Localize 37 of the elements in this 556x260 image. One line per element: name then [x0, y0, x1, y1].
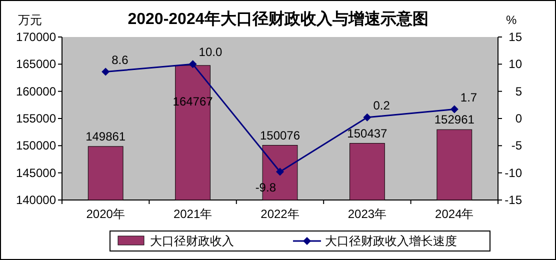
- x-tick-label: 2022年: [260, 207, 300, 221]
- y2-tick-label: -15: [504, 193, 522, 207]
- legend-label: 大口径财政收入增长速度: [325, 234, 457, 248]
- y-tick-label: 160000: [16, 84, 56, 98]
- data-label: 8.6: [112, 52, 129, 67]
- legend-label: 大口径财政收入: [150, 234, 234, 248]
- point: [450, 105, 458, 114]
- y2-tick-label: -5: [511, 138, 522, 153]
- data-label: 1.7: [460, 90, 478, 104]
- y-tick-label: 140000: [16, 193, 56, 207]
- y2-tick-label: 10: [508, 57, 522, 72]
- y2-axis-title: %: [506, 13, 517, 27]
- y-axis-title: 万元: [18, 13, 42, 27]
- y-tick-label: 150000: [16, 138, 56, 153]
- y2-tick-label: 0: [515, 112, 522, 126]
- x-tick-label: 2020年: [86, 207, 125, 221]
- point: [188, 60, 197, 68]
- y-tick-label: 165000: [16, 57, 56, 72]
- y2-tick-label: 15: [508, 30, 522, 44]
- x-tick-label: 2023年: [348, 207, 387, 221]
- data-label: 149861: [86, 129, 126, 144]
- data-label: 152961: [434, 112, 475, 127]
- point: [363, 113, 372, 122]
- y-tick-label: 170000: [16, 30, 56, 44]
- y2-tick-label: 5: [515, 84, 522, 98]
- chart-title: 2020-2024年大口径财政收入与增速示意图: [128, 10, 428, 28]
- y2-tick-label: -10: [504, 166, 522, 180]
- x-tick-label: 2021年: [173, 207, 212, 221]
- point: [276, 168, 284, 176]
- point: [102, 68, 110, 76]
- data-label: 150437: [347, 126, 388, 140]
- data-label: 10.0: [198, 45, 222, 60]
- x-tick-label: 2024年: [435, 207, 474, 221]
- data-label: 0.2: [373, 98, 390, 112]
- data-label: 150076: [260, 128, 300, 142]
- y-tick-label: 145000: [16, 166, 56, 180]
- y-tick-label: 155000: [16, 112, 56, 126]
